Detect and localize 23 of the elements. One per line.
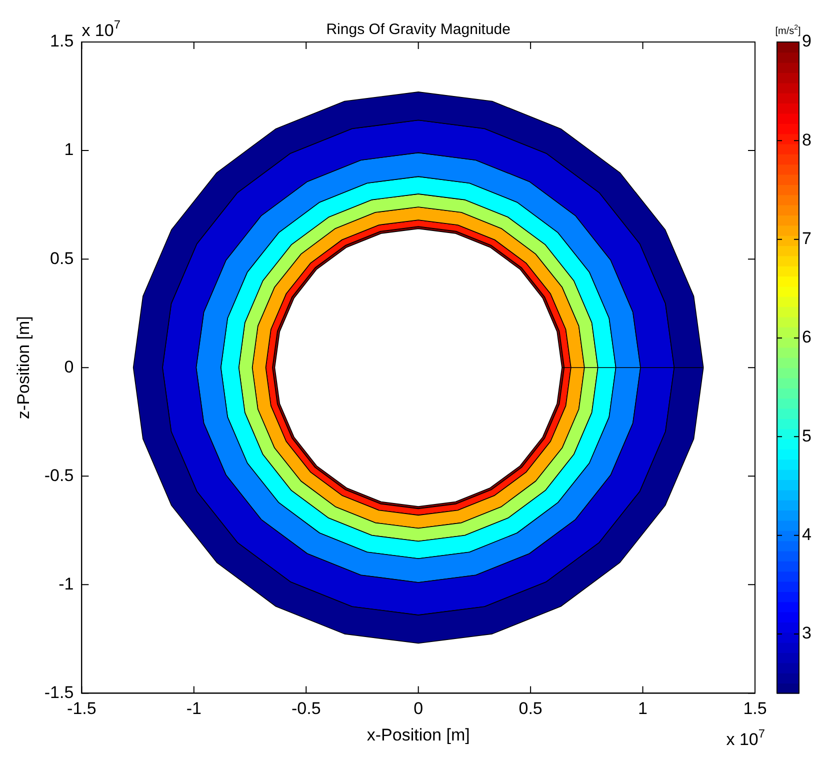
x-axis-title: x-Position [m]	[366, 725, 470, 744]
color-bar-label: 8	[802, 130, 812, 150]
color-bar-label: 6	[802, 328, 812, 347]
color-bar-label: 9	[802, 32, 812, 51]
x-tick-label: -0.5	[291, 699, 321, 718]
y-tick-label: -1.5	[44, 682, 74, 702]
x-tick-label: 0	[414, 699, 424, 718]
color-bar-label: 4	[802, 525, 812, 544]
y-tick-label: 1	[64, 140, 74, 160]
color-bar-label: 7	[802, 229, 812, 248]
x-tick-label: -1	[186, 699, 202, 718]
y-tick-label: 0	[64, 357, 74, 376]
y-tick-label: -0.5	[44, 466, 74, 485]
y-tick-label: -1	[58, 574, 74, 594]
y-tick-label: 1.5	[50, 32, 74, 51]
color-bar-label: 3	[802, 624, 812, 643]
x-tick-label: 1.5	[743, 699, 767, 718]
chart-title: Rings Of Gravity Magnitude	[326, 21, 510, 38]
y-tick-label: 0.5	[50, 248, 74, 268]
x-tick-label: 0.5	[518, 699, 542, 718]
y-axis-title: z-Position [m]	[14, 316, 33, 420]
color-bar-label: 5	[802, 426, 812, 446]
x-tick-label: 1	[638, 699, 648, 718]
